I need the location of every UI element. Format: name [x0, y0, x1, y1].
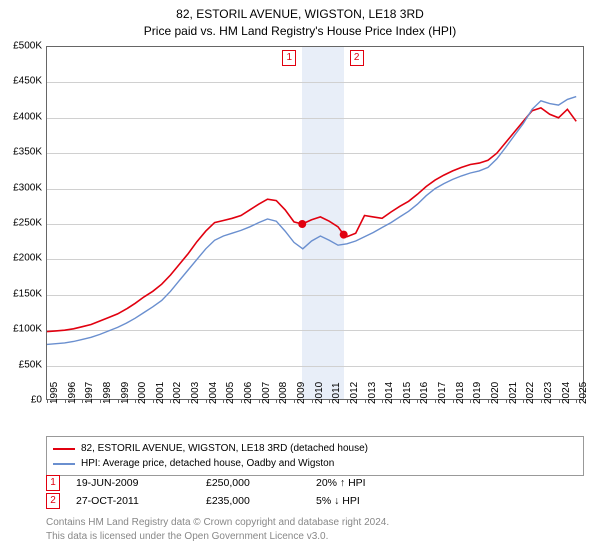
x-tick-label: 2013 [367, 382, 378, 404]
x-tick [559, 399, 560, 403]
attribution-line-1: Contains HM Land Registry data © Crown c… [46, 516, 584, 530]
x-tick [118, 399, 119, 403]
legend-swatch [53, 448, 75, 450]
x-tick [400, 399, 401, 403]
x-tick-label: 2025 [578, 382, 589, 404]
x-tick-label: 1996 [67, 382, 78, 404]
attribution-line-2: This data is licensed under the Open Gov… [46, 530, 584, 544]
x-tick-label: 1997 [84, 382, 95, 404]
x-tick-label: 1998 [102, 382, 113, 404]
legend-label: 82, ESTORIL AVENUE, WIGSTON, LE18 3RD (d… [81, 443, 368, 454]
legend-row: HPI: Average price, detached house, Oadb… [53, 456, 577, 471]
x-tick [100, 399, 101, 403]
sales-table: 1 19-JUN-2009£250,00020% ↑ HPI 2 27-OCT-201… [46, 474, 584, 510]
x-tick [541, 399, 542, 403]
chart-title: 82, ESTORIL AVENUE, WIGSTON, LE18 3RD [0, 6, 600, 23]
series-price_paid [47, 108, 576, 332]
sale-annotation-sale-1: 1 [282, 50, 296, 66]
y-tick-label: £350K [0, 147, 42, 158]
x-tick-label: 2005 [225, 382, 236, 404]
x-tick-label: 2023 [543, 382, 554, 404]
x-tick [65, 399, 66, 403]
x-tick-label: 2020 [490, 382, 501, 404]
legend: 82, ESTORIL AVENUE, WIGSTON, LE18 3RD (d… [46, 436, 584, 476]
y-tick-label: £0 [0, 395, 42, 406]
x-tick-label: 2008 [278, 382, 289, 404]
x-tick [188, 399, 189, 403]
sale-date: 27-OCT-2011 [76, 495, 206, 507]
sale-delta: 20% ↑ HPI [316, 477, 436, 489]
sale-date: 19-JUN-2009 [76, 477, 206, 489]
sale-price: £250,000 [206, 477, 316, 489]
x-tick [347, 399, 348, 403]
x-tick [365, 399, 366, 403]
x-tick-label: 1995 [49, 382, 60, 404]
y-tick-label: £500K [0, 41, 42, 52]
attribution: Contains HM Land Registry data © Crown c… [46, 516, 584, 543]
x-tick-label: 2003 [190, 382, 201, 404]
x-tick [488, 399, 489, 403]
x-tick-label: 2017 [437, 382, 448, 404]
y-tick-label: £50K [0, 359, 42, 370]
x-tick-label: 2012 [349, 382, 360, 404]
y-tick-label: £200K [0, 253, 42, 264]
x-tick-label: 2007 [261, 382, 272, 404]
x-tick [312, 399, 313, 403]
legend-swatch [53, 463, 75, 465]
x-tick-label: 2014 [384, 382, 395, 404]
x-tick [206, 399, 207, 403]
x-tick-label: 2004 [208, 382, 219, 404]
x-tick [241, 399, 242, 403]
sale-row: 2 27-OCT-2011£235,0005% ↓ HPI [46, 492, 584, 510]
y-tick-label: £250K [0, 218, 42, 229]
legend-label: HPI: Average price, detached house, Oadb… [81, 458, 334, 469]
x-tick [453, 399, 454, 403]
x-tick-label: 2018 [455, 382, 466, 404]
x-tick [294, 399, 295, 403]
y-tick-label: £300K [0, 182, 42, 193]
x-tick [506, 399, 507, 403]
y-tick-label: £450K [0, 76, 42, 87]
x-tick-label: 2022 [525, 382, 536, 404]
sale-marker [340, 231, 348, 239]
plot-frame: 12 [46, 46, 584, 400]
chart-subtitle: Price paid vs. HM Land Registry's House … [0, 23, 600, 40]
y-tick-label: £100K [0, 324, 42, 335]
x-tick [435, 399, 436, 403]
x-tick [382, 399, 383, 403]
sale-delta: 5% ↓ HPI [316, 495, 436, 507]
sale-price: £235,000 [206, 495, 316, 507]
x-tick-label: 2006 [243, 382, 254, 404]
x-tick-label: 2024 [561, 382, 572, 404]
y-tick-label: £400K [0, 111, 42, 122]
x-tick-label: 2009 [296, 382, 307, 404]
sale-marker [298, 220, 306, 228]
y-tick-label: £150K [0, 288, 42, 299]
legend-row: 82, ESTORIL AVENUE, WIGSTON, LE18 3RD (d… [53, 441, 577, 456]
chart-title-block: 82, ESTORIL AVENUE, WIGSTON, LE18 3RD Pr… [0, 0, 600, 41]
x-tick-label: 2011 [331, 382, 342, 404]
sale-row: 1 19-JUN-2009£250,00020% ↑ HPI [46, 474, 584, 492]
x-tick-label: 2016 [419, 382, 430, 404]
x-tick-label: 2019 [472, 382, 483, 404]
x-tick-label: 1999 [120, 382, 131, 404]
x-tick-label: 2021 [508, 382, 519, 404]
x-tick-label: 2000 [137, 382, 148, 404]
line-layer [47, 47, 585, 401]
x-tick-label: 2001 [155, 382, 166, 404]
x-tick-label: 2010 [314, 382, 325, 404]
sale-index-box: 2 [46, 493, 60, 509]
sale-annotation-sale-2: 2 [350, 50, 364, 66]
sale-index-box: 1 [46, 475, 60, 491]
x-tick [47, 399, 48, 403]
x-tick-label: 2002 [172, 382, 183, 404]
plot-area: 12 £0£50K£100K£150K£200K£250K£300K£350K£… [46, 46, 584, 400]
x-tick [259, 399, 260, 403]
x-tick [153, 399, 154, 403]
x-tick-label: 2015 [402, 382, 413, 404]
